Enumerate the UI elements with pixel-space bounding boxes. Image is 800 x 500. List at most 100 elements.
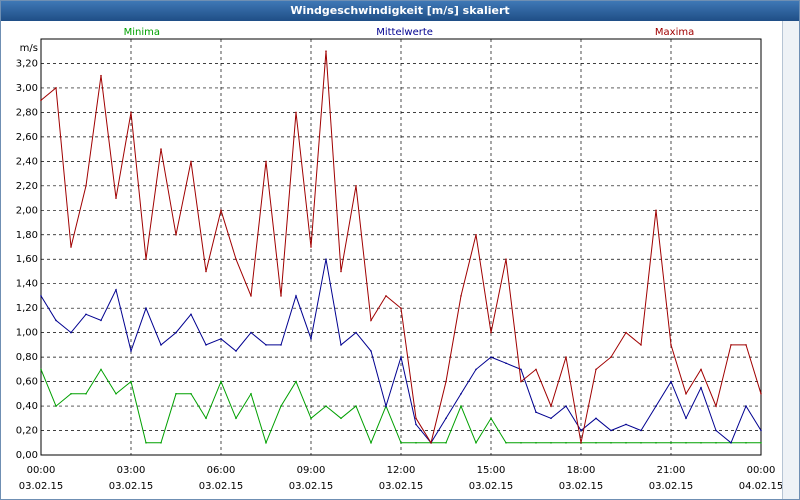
y-tick-label: 1,00 bbox=[16, 328, 38, 339]
x-tick-date: 03.02.15 bbox=[289, 481, 334, 492]
data-point-maxima bbox=[655, 209, 657, 212]
data-point-mittelwerte bbox=[595, 417, 597, 420]
data-point-minima bbox=[85, 393, 87, 395]
y-tick-label: 1,20 bbox=[16, 303, 38, 314]
data-point-mittelwerte bbox=[70, 331, 72, 334]
data-point-minima bbox=[280, 405, 282, 407]
data-point-mittelwerte bbox=[550, 417, 552, 420]
data-point-minima bbox=[715, 442, 717, 444]
data-point-mittelwerte bbox=[355, 331, 357, 334]
x-tick-time: 21:00 bbox=[657, 465, 686, 476]
data-point-maxima bbox=[550, 405, 552, 407]
data-point-maxima bbox=[640, 344, 642, 346]
data-point-maxima bbox=[400, 307, 402, 310]
data-point-mittelwerte bbox=[505, 362, 507, 365]
data-point-maxima bbox=[205, 270, 207, 273]
data-point-minima bbox=[535, 442, 537, 444]
data-point-mittelwerte bbox=[460, 393, 462, 395]
x-tick-date: 03.02.15 bbox=[379, 481, 424, 492]
data-point-maxima bbox=[280, 295, 282, 297]
data-point-minima bbox=[55, 405, 57, 407]
data-point-minima bbox=[760, 442, 762, 444]
x-tick-date: 04.02.15 bbox=[739, 481, 783, 492]
data-point-maxima bbox=[295, 111, 297, 114]
data-point-mittelwerte bbox=[655, 405, 657, 407]
data-point-minima bbox=[40, 368, 42, 371]
data-point-maxima bbox=[490, 331, 492, 334]
data-point-mittelwerte bbox=[580, 429, 582, 432]
data-point-minima bbox=[445, 442, 447, 444]
data-point-mittelwerte bbox=[40, 295, 42, 297]
x-tick-time: 15:00 bbox=[477, 465, 506, 476]
y-tick-label: 1,80 bbox=[16, 230, 38, 241]
data-point-minima bbox=[115, 393, 117, 395]
data-point-minima bbox=[625, 442, 627, 444]
data-point-mittelwerte bbox=[445, 417, 447, 420]
data-point-maxima bbox=[250, 295, 252, 297]
x-tick-time: 06:00 bbox=[207, 465, 236, 476]
x-tick-time: 12:00 bbox=[387, 465, 416, 476]
data-point-minima bbox=[490, 417, 492, 420]
legend-mittelwerte: Mittelwerte bbox=[376, 27, 433, 38]
x-tick-date: 03.02.15 bbox=[469, 481, 514, 492]
data-point-minima bbox=[325, 405, 327, 407]
data-point-minima bbox=[565, 442, 567, 444]
data-point-mittelwerte bbox=[745, 405, 747, 407]
data-point-mittelwerte bbox=[280, 344, 282, 346]
data-point-maxima bbox=[175, 234, 177, 236]
data-point-maxima bbox=[340, 270, 342, 273]
data-point-maxima bbox=[745, 344, 747, 346]
data-point-minima bbox=[130, 380, 132, 383]
data-point-mittelwerte bbox=[610, 429, 612, 432]
data-point-maxima bbox=[265, 160, 267, 163]
y-tick-label: 2,00 bbox=[16, 205, 38, 216]
data-point-maxima bbox=[580, 442, 582, 444]
data-point-maxima bbox=[445, 380, 447, 383]
data-point-mittelwerte bbox=[370, 350, 372, 352]
data-point-mittelwerte bbox=[625, 423, 627, 426]
data-point-mittelwerte bbox=[220, 338, 222, 340]
y-tick-label: 3,00 bbox=[16, 83, 38, 94]
data-point-minima bbox=[415, 442, 417, 444]
data-point-maxima bbox=[760, 393, 762, 395]
data-point-maxima bbox=[520, 380, 522, 383]
data-point-maxima bbox=[325, 50, 327, 52]
data-point-minima bbox=[340, 417, 342, 420]
data-point-minima bbox=[295, 380, 297, 383]
legend-maxima: Maxima bbox=[655, 27, 694, 38]
data-point-minima bbox=[475, 442, 477, 444]
data-point-mittelwerte bbox=[400, 356, 402, 358]
data-point-maxima bbox=[310, 246, 312, 248]
data-point-minima bbox=[265, 442, 267, 444]
data-point-maxima bbox=[55, 87, 57, 89]
data-point-maxima bbox=[610, 356, 612, 358]
data-point-minima bbox=[175, 393, 177, 395]
data-point-mittelwerte bbox=[100, 319, 102, 322]
y-tick-label: 0,60 bbox=[16, 377, 38, 388]
x-tick-date: 03.02.15 bbox=[649, 481, 694, 492]
y-tick-label: 0,80 bbox=[16, 352, 38, 363]
data-point-maxima bbox=[85, 185, 87, 187]
data-point-maxima bbox=[355, 185, 357, 187]
data-point-mittelwerte bbox=[160, 344, 162, 346]
data-point-minima bbox=[505, 442, 507, 444]
data-point-mittelwerte bbox=[685, 417, 687, 420]
data-point-mittelwerte bbox=[175, 331, 177, 334]
data-point-maxima bbox=[730, 344, 732, 346]
data-point-minima bbox=[655, 442, 657, 444]
data-point-minima bbox=[610, 442, 612, 444]
y-tick-label: 1,60 bbox=[16, 254, 38, 265]
data-point-minima bbox=[220, 380, 222, 383]
data-point-mittelwerte bbox=[535, 411, 537, 414]
data-point-maxima bbox=[370, 319, 372, 322]
data-point-maxima bbox=[535, 368, 537, 371]
data-point-maxima bbox=[595, 368, 597, 371]
y-tick-label: 2,20 bbox=[16, 181, 38, 192]
data-point-minima bbox=[370, 442, 372, 444]
data-point-mittelwerte bbox=[475, 368, 477, 371]
vertical-scrollbar[interactable] bbox=[782, 21, 799, 499]
data-point-maxima bbox=[670, 344, 672, 346]
data-point-maxima bbox=[415, 417, 417, 420]
data-point-maxima bbox=[70, 246, 72, 248]
